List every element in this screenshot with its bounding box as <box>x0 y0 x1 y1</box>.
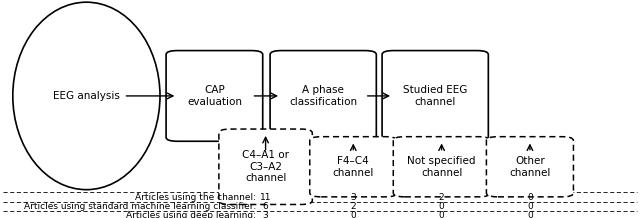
Text: 0: 0 <box>439 211 444 218</box>
Text: Other
channel: Other channel <box>509 156 550 178</box>
FancyBboxPatch shape <box>486 137 573 197</box>
Text: Articles using standard machine learning classifier:: Articles using standard machine learning… <box>24 202 256 211</box>
Text: 0: 0 <box>527 202 532 211</box>
Text: Not specified
channel: Not specified channel <box>407 156 476 178</box>
Text: F4–C4
channel: F4–C4 channel <box>333 156 374 178</box>
FancyBboxPatch shape <box>166 51 262 141</box>
Text: 3: 3 <box>351 193 356 202</box>
Text: 0: 0 <box>527 193 532 202</box>
FancyBboxPatch shape <box>270 51 376 141</box>
FancyBboxPatch shape <box>219 129 312 204</box>
Text: C4–A1 or
C3–A2
channel: C4–A1 or C3–A2 channel <box>242 150 289 183</box>
Text: CAP
evaluation: CAP evaluation <box>187 85 242 107</box>
Text: A phase
classification: A phase classification <box>289 85 357 107</box>
Text: Studied EEG
channel: Studied EEG channel <box>403 85 467 107</box>
Text: 2: 2 <box>351 202 356 211</box>
Text: 0: 0 <box>439 202 444 211</box>
FancyBboxPatch shape <box>310 137 397 197</box>
Text: 2: 2 <box>439 193 444 202</box>
FancyBboxPatch shape <box>393 137 490 197</box>
Text: 11: 11 <box>260 193 271 202</box>
Text: 0: 0 <box>351 211 356 218</box>
Text: 3: 3 <box>263 211 268 218</box>
FancyBboxPatch shape <box>382 51 488 141</box>
Text: EEG analysis: EEG analysis <box>53 91 120 101</box>
Text: Articles using deep learning:: Articles using deep learning: <box>126 211 256 218</box>
Text: 6: 6 <box>263 202 268 211</box>
Text: Articles using the channel:: Articles using the channel: <box>135 193 256 202</box>
Text: 0: 0 <box>527 211 532 218</box>
